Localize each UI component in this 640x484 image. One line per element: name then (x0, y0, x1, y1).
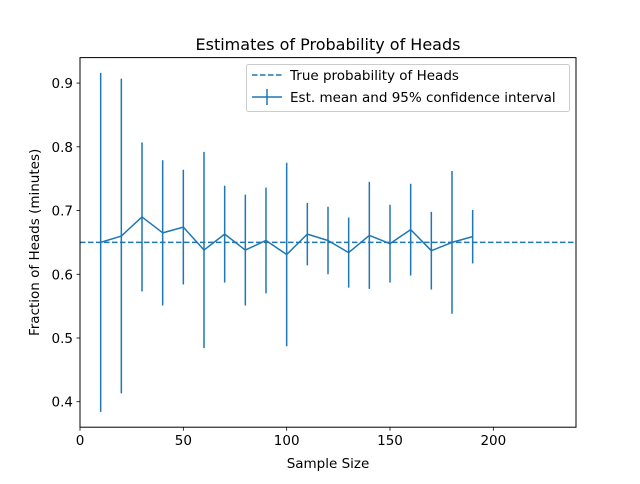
x-axis-ticks: 0 50 100 150 200 (76, 427, 506, 449)
y-tick-label: 0.4 (52, 395, 73, 411)
legend: True probability of Heads Est. mean and … (246, 64, 570, 112)
estimated-mean-line (100, 216, 473, 256)
y-tick-label: 0.7 (52, 204, 73, 220)
y-axis-ticks: 0.4 0.5 0.6 0.7 0.8 0.9 (52, 76, 80, 411)
plot-area (80, 72, 576, 412)
y-tick-label: 0.5 (52, 331, 73, 347)
y-axis-label: Fraction of Heads (minutes) (27, 149, 43, 336)
y-tick-label: 0.6 (52, 267, 73, 283)
x-tick-label: 200 (480, 433, 506, 449)
axes-frame (79, 57, 577, 428)
x-tick-label: 150 (377, 433, 403, 449)
chart-title: Estimates of Probability of Heads (196, 35, 461, 54)
y-tick-label: 0.9 (52, 76, 73, 92)
x-tick-label: 50 (175, 433, 192, 449)
legend-entry-true-probability: True probability of Heads (289, 68, 459, 84)
x-axis-label: Sample Size (287, 456, 370, 472)
legend-entry-estimate: Est. mean and 95% confidence interval (290, 90, 556, 106)
y-tick-label: 0.8 (52, 140, 73, 156)
x-tick-label: 100 (274, 433, 300, 449)
x-tick-label: 0 (76, 433, 85, 449)
legend-box (246, 64, 570, 112)
